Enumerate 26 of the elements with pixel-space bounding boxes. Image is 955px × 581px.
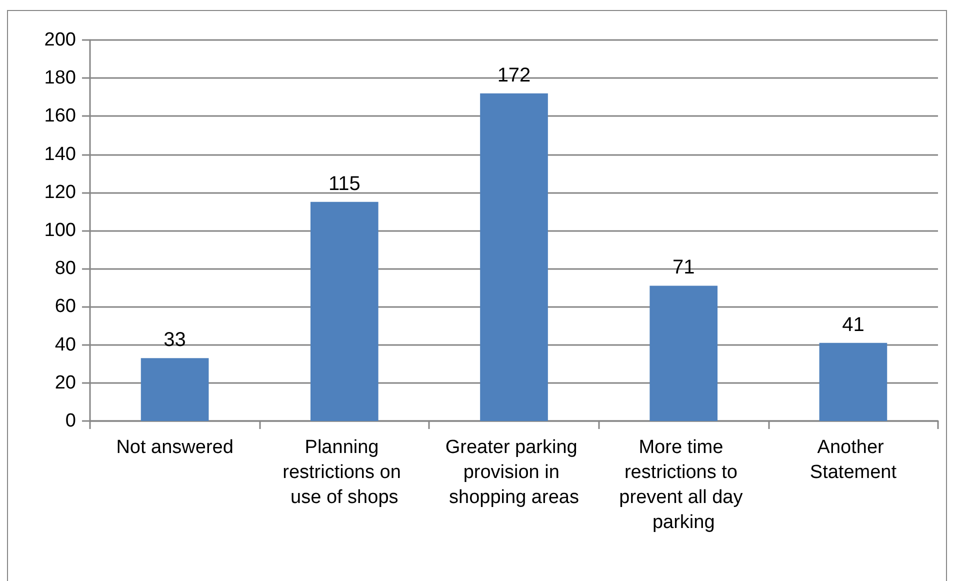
y-tick-label: 80 <box>54 258 76 280</box>
y-tick-label: 40 <box>54 334 76 356</box>
bar <box>819 342 888 421</box>
y-tick-label: 200 <box>44 30 76 50</box>
y-tick-label: 140 <box>44 144 76 165</box>
data-label: 41 <box>842 314 864 336</box>
y-tick-label: 160 <box>44 106 76 127</box>
data-label: 71 <box>672 256 695 279</box>
bar <box>480 93 548 421</box>
bar <box>140 358 209 421</box>
y-tick-label: 0 <box>65 410 76 432</box>
data-label: 115 <box>328 172 360 195</box>
x-tick-label: Another Statement <box>810 437 898 483</box>
data-label: 172 <box>497 64 531 86</box>
bar <box>310 202 378 421</box>
data-label: 33 <box>164 329 186 352</box>
y-tick-label: 120 <box>44 182 76 203</box>
y-tick-label: 20 <box>54 372 76 394</box>
y-tick-label: 100 <box>44 220 76 241</box>
x-tick-label: Not answered <box>116 437 234 458</box>
x-tick-label: Planning restrictions on use of shops <box>282 437 406 508</box>
bar <box>650 286 718 421</box>
y-tick-label: 60 <box>54 296 76 318</box>
y-tick-label: 180 <box>44 68 76 89</box>
x-tick-label: Greater parking provision in shopping areas <box>445 437 583 508</box>
x-tick-label: More time restrictions to prevent all day parking <box>619 437 748 533</box>
